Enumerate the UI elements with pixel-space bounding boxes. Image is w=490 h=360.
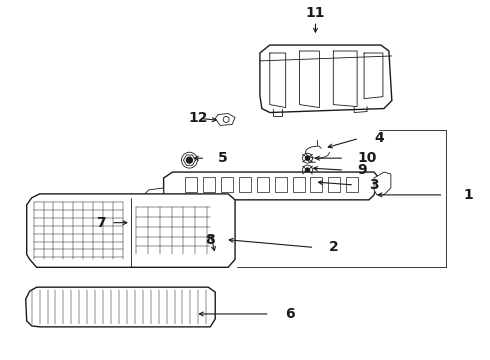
Text: 7: 7 [96,216,106,230]
Polygon shape [196,235,220,253]
Text: 6: 6 [285,307,294,321]
Polygon shape [203,177,215,192]
Polygon shape [346,177,358,192]
Text: 4: 4 [374,131,384,145]
Polygon shape [239,177,251,192]
Polygon shape [257,177,269,192]
Text: 10: 10 [357,151,376,165]
Text: 9: 9 [357,163,367,177]
Polygon shape [260,45,392,113]
Polygon shape [215,113,235,125]
Text: 3: 3 [369,178,379,192]
Polygon shape [311,177,322,192]
Circle shape [306,156,310,160]
Polygon shape [275,177,287,192]
Polygon shape [293,177,305,192]
Polygon shape [206,208,222,239]
Polygon shape [328,177,340,192]
Text: 8: 8 [205,233,215,247]
Polygon shape [119,213,146,231]
Circle shape [187,157,193,163]
Polygon shape [26,194,235,267]
Polygon shape [374,172,391,195]
Polygon shape [164,172,379,200]
Polygon shape [25,287,215,327]
Text: 11: 11 [306,6,325,20]
Polygon shape [221,177,233,192]
Circle shape [306,168,310,172]
Text: 1: 1 [464,188,473,202]
Polygon shape [143,188,164,210]
Polygon shape [185,177,197,192]
Text: 12: 12 [189,112,208,126]
Text: 2: 2 [329,240,339,255]
Text: 5: 5 [218,151,228,165]
